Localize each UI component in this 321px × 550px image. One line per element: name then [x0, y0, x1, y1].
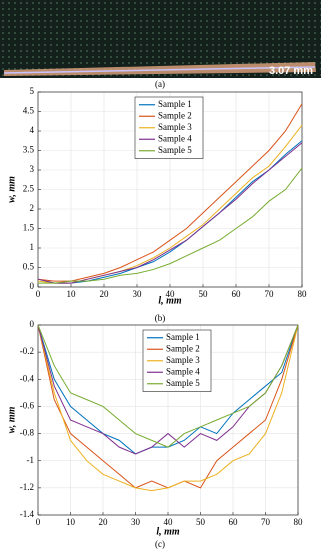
x-tick-label: 20 — [99, 517, 109, 527]
x-tick-label: 40 — [166, 289, 176, 299]
legend-label: Sample 1 — [166, 332, 200, 342]
x-axis-label: l, mm — [156, 526, 180, 537]
legend-label: Sample 5 — [158, 145, 192, 155]
y-axis-label: w, mm — [6, 406, 17, 433]
panel-caption: (a) — [155, 79, 165, 89]
series-line — [37, 140, 303, 284]
y-tick-label: 4.5 — [23, 106, 35, 116]
y-tick-label: 0.5 — [23, 262, 35, 272]
x-tick-label: 50 — [196, 517, 206, 527]
legend-label: Sample 3 — [158, 122, 192, 132]
y-tick-label: -1.2 — [20, 482, 34, 492]
specimen-edge — [4, 62, 316, 76]
specimen-line — [3, 66, 316, 74]
y-tick-label: 3.5 — [23, 145, 35, 155]
x-tick-label: 30 — [133, 289, 143, 299]
y-tick-label: -0.8 — [20, 428, 35, 438]
series-line — [37, 103, 303, 282]
legend-label: Sample 2 — [158, 110, 192, 120]
x-tick-label: 30 — [131, 517, 141, 527]
y-tick-label: -0.2 — [20, 346, 34, 356]
legend-label: Sample 3 — [166, 355, 200, 365]
y-tick-label: 3 — [30, 164, 35, 174]
legend-label: Sample 4 — [158, 133, 192, 143]
y-tick-label: 2.5 — [23, 184, 35, 194]
y-tick-label: 1.5 — [23, 223, 35, 233]
x-tick-label: 80 — [294, 517, 304, 527]
y-tick-label: 0 — [30, 319, 35, 329]
panel-caption: (b) — [155, 313, 166, 323]
y-tick-label: -0.6 — [20, 400, 35, 410]
legend-label: Sample 4 — [166, 366, 200, 376]
series-line — [37, 324, 299, 448]
y-tick-label: -1 — [27, 455, 35, 465]
y-tick-label: -1.4 — [20, 509, 35, 519]
legend-label: Sample 5 — [166, 378, 200, 388]
x-tick-label: 70 — [261, 517, 271, 527]
legend-label: Sample 2 — [166, 343, 200, 353]
legend-label: Sample 1 — [158, 99, 192, 109]
x-tick-label: 50 — [199, 289, 209, 299]
series-line — [37, 142, 303, 284]
x-tick-label: 0 — [36, 289, 41, 299]
x-tick-label: 70 — [265, 289, 275, 299]
x-tick-label: 40 — [164, 517, 174, 527]
x-axis-label: l, mm — [158, 295, 182, 306]
y-tick-label: 0 — [30, 281, 35, 291]
series-line — [37, 324, 299, 492]
axes-box — [37, 324, 299, 516]
y-tick-label: 5 — [30, 86, 35, 96]
series-line — [38, 167, 303, 284]
panel-caption: (c) — [155, 539, 165, 549]
axes-box — [37, 91, 303, 288]
x-tick-label: 10 — [67, 289, 77, 299]
x-tick-label: 60 — [229, 517, 239, 527]
y-tick-label: 2 — [30, 203, 35, 213]
x-tick-label: 10 — [66, 517, 76, 527]
x-tick-label: 80 — [298, 289, 308, 299]
y-axis-label: w, mm — [6, 176, 17, 203]
y-tick-label: 1 — [30, 242, 35, 252]
x-tick-label: 60 — [232, 289, 242, 299]
y-tick-label: 4 — [30, 125, 35, 135]
y-tick-label: -0.4 — [20, 373, 35, 383]
measurement-label: 3.07 mm — [269, 65, 313, 77]
x-tick-label: 0 — [36, 517, 41, 527]
x-tick-label: 20 — [100, 289, 110, 299]
